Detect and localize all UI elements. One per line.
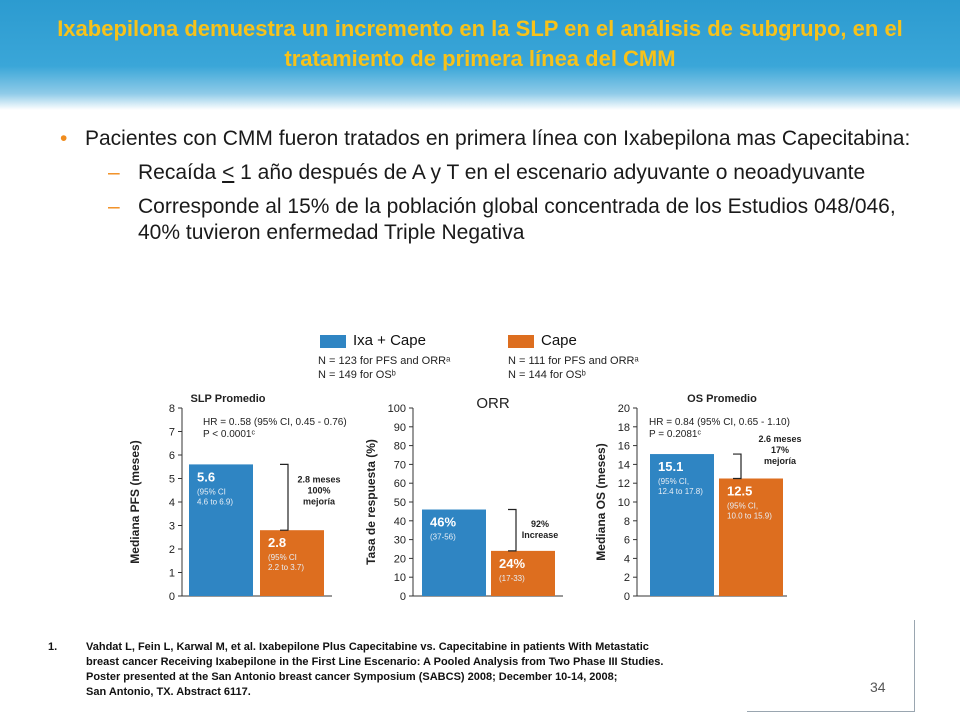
y-tick-label: 5 <box>169 474 175 486</box>
chart-title: SLP Promedio <box>191 393 266 405</box>
bar-value-label: 5.6 <box>197 469 215 484</box>
y-axis-label: Tasa de respuesta (%) <box>364 439 378 565</box>
legend-note-ixa: N = 123 for PFS and ORRᵃ N = 149 for OSᵇ <box>318 355 451 381</box>
y-tick-label: 16 <box>618 441 630 453</box>
bar-ixa-cape <box>422 509 486 596</box>
chart-title: OS Promedio <box>687 393 757 405</box>
difference-annotation: 2.6 meses 17% mejoría <box>758 434 801 466</box>
y-tick-label: 0 <box>624 591 630 603</box>
y-tick-label: 4 <box>624 553 630 565</box>
legend-label-ixa: Ixa + Cape <box>353 332 426 349</box>
slide-title: Ixabepilona demuestra un incremento en l… <box>57 16 903 71</box>
bar-ci-label: (95% CI 2.2 to 3.7) <box>268 553 304 572</box>
reference-line-3: Poster presented at the San Antonio brea… <box>86 671 618 683</box>
y-tick-label: 18 <box>618 422 630 434</box>
bullet-sub-1-text-b: 1 año después de A y T en el escenario a… <box>234 161 866 184</box>
legend-note-cape: N = 111 for PFS and ORRᵃ N = 144 for OSᵇ <box>508 355 639 381</box>
bullet-dot-icon: • <box>60 127 68 150</box>
bar-ixa-cape <box>189 464 253 596</box>
stats-text: HR = 0..58 (95% CI, 0.45 - 0.76) P < 0.00… <box>203 417 347 440</box>
bullet-sub-1-text-a: Recaída <box>138 161 223 184</box>
reference-line-2: breast cancer Receiving Ixabepilone in t… <box>86 656 664 668</box>
footer-frame <box>747 620 915 712</box>
y-tick-label: 3 <box>169 521 175 533</box>
y-tick-label: 100 <box>388 403 406 415</box>
y-tick-label: 90 <box>394 422 406 434</box>
y-tick-label: 10 <box>618 497 630 509</box>
bullet-sub-1-symbol: < <box>222 161 235 184</box>
bar-ixa-cape <box>650 454 714 596</box>
bullet-sub-2: – Corresponde al 15% de la población glo… <box>60 194 920 246</box>
bar-ci-label: (37-56) <box>430 533 456 542</box>
difference-bracket <box>280 463 289 531</box>
y-tick-label: 30 <box>394 535 406 547</box>
y-tick-label: 12 <box>618 478 630 490</box>
bar-ci-label: (95% CI 4.6 to 6.9) <box>197 487 233 506</box>
y-tick-label: 4 <box>169 497 175 509</box>
legend-swatch-cape <box>508 335 534 348</box>
y-tick-label: 1 <box>169 568 175 580</box>
y-tick-label: 14 <box>618 459 630 471</box>
y-tick-label: 20 <box>394 553 406 565</box>
y-tick-label: 10 <box>394 572 406 584</box>
y-tick-label: 60 <box>394 478 406 490</box>
y-tick-label: 8 <box>169 403 175 415</box>
difference-annotation: 2.8 meses 100% mejoría <box>297 474 340 506</box>
title-banner <box>0 0 960 110</box>
y-tick-label: 7 <box>169 427 175 439</box>
y-tick-label: 8 <box>624 516 630 528</box>
bar-cape <box>491 550 555 596</box>
legend-label-cape: Cape <box>541 332 577 349</box>
bar-ci-label: (17-33) <box>499 574 525 583</box>
dash-icon: – <box>108 161 120 184</box>
bullet-main-text: Pacientes con CMM fueron tratados en pri… <box>85 127 911 150</box>
y-tick-label: 70 <box>394 459 406 471</box>
bar-value-label: 2.8 <box>268 535 286 550</box>
y-tick-label: 40 <box>394 516 406 528</box>
y-tick-label: 0 <box>400 591 406 603</box>
chart-panel: Ixa + Cape N = 123 for PFS and ORRᵃ N = … <box>125 327 815 627</box>
y-tick-label: 50 <box>394 497 406 509</box>
reference-line-1: Vahdat L, Fein L, Karwal M, et al. Ixabe… <box>86 641 649 653</box>
bar-cape <box>260 530 324 596</box>
y-axis-label: Mediana OS (meses) <box>594 443 608 560</box>
y-axis-label: Mediana PFS (meses) <box>128 440 142 563</box>
chart-title: ORR <box>476 395 510 412</box>
reference-lines: Vahdat L, Fein L, Karwal M, et al. Ixabe… <box>86 640 766 700</box>
bullet-sub-2-text: Corresponde al 15% de la población globa… <box>138 195 896 244</box>
reference-line-4: San Antonio, TX. Abstract 6117. <box>86 686 251 698</box>
bar-value-label: 12.5 <box>727 484 752 499</box>
difference-bracket <box>508 508 517 552</box>
page-number: 34 <box>870 679 886 695</box>
difference-bracket <box>733 453 742 480</box>
bullet-main: • Pacientes con CMM fueron tratados en p… <box>60 126 920 152</box>
y-tick-label: 20 <box>618 403 630 415</box>
bar-value-label: 24% <box>499 556 525 571</box>
bullet-sub-1: – Recaída < 1 año después de A y T en el… <box>60 160 920 186</box>
bar-cape <box>719 478 783 596</box>
y-tick-label: 6 <box>624 535 630 547</box>
stats-text: HR = 0.84 (95% CI, 0.65 - 1.10) P = 0.208… <box>649 417 790 440</box>
reference-number: 1. <box>48 641 58 653</box>
legend-swatch-ixa <box>320 335 346 348</box>
bullet-list: • Pacientes con CMM fueron tratados en p… <box>60 126 920 246</box>
y-tick-label: 80 <box>394 441 406 453</box>
bar-value-label: 46% <box>430 515 456 530</box>
bar-ci-label: (95% CI, 10.0 to 15.9) <box>727 502 772 521</box>
bar-ci-label: (95% CI, 12.4 to 17.8) <box>658 477 703 496</box>
dash-icon: – <box>108 195 120 218</box>
y-tick-label: 6 <box>169 450 175 462</box>
y-tick-label: 0 <box>169 591 175 603</box>
difference-annotation: 92% Increase <box>522 519 559 540</box>
y-tick-label: 2 <box>169 544 175 556</box>
bar-value-label: 15.1 <box>658 459 683 474</box>
y-tick-label: 2 <box>624 572 630 584</box>
